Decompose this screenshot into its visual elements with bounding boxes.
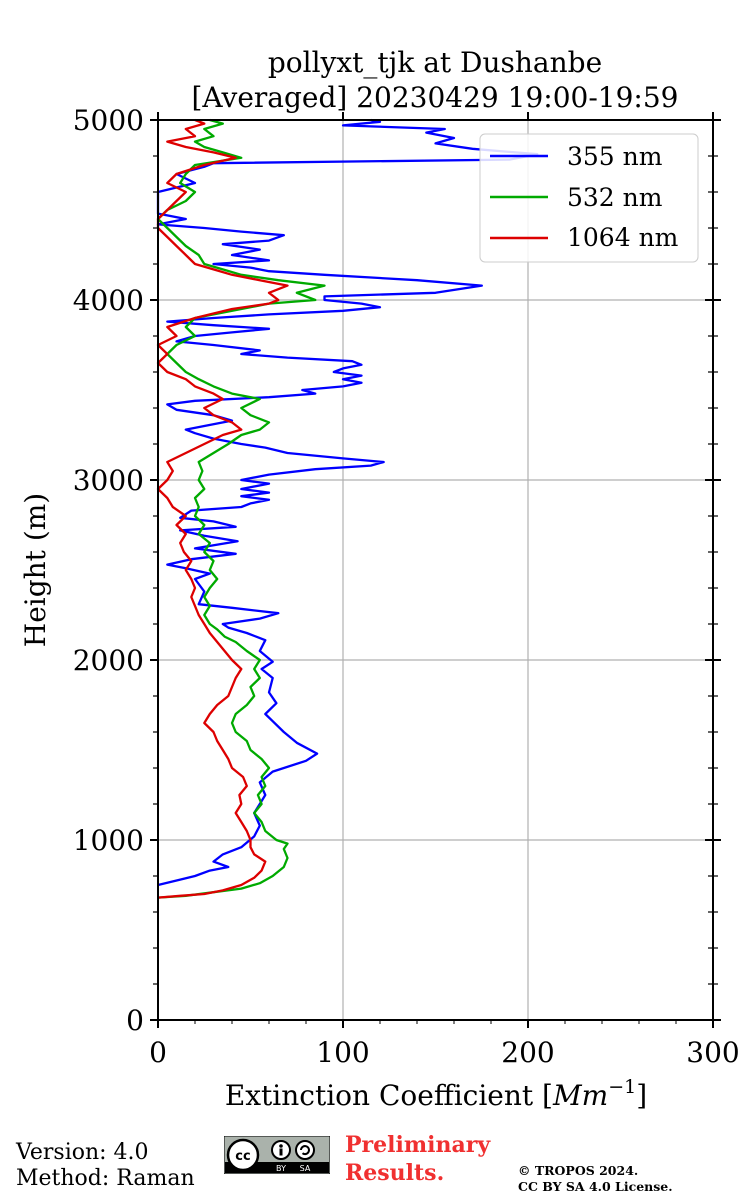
x-tick-label-300: 300	[686, 1036, 739, 1069]
cc-by-label: BY	[276, 1164, 286, 1173]
copyright-line1: © TROPOS 2024.	[518, 1163, 639, 1178]
preliminary-line2: Results.	[345, 1160, 445, 1186]
y-tick-label-2000: 2000	[73, 644, 144, 677]
chart-title-line2: [Averaged] 20230429 19:00-19:59	[192, 81, 679, 114]
preliminary-notice: Preliminary Results.	[345, 1131, 490, 1187]
chart-title-line1: pollyxt_tjk at Dushanbe	[268, 46, 602, 79]
x-axis-label-unit: Mm	[552, 1079, 608, 1112]
copyright-notice: © TROPOS 2024. CC BY SA 4.0 License.	[518, 1163, 673, 1195]
y-tick-label-1000: 1000	[73, 824, 144, 857]
sa-share-alike-icon	[295, 1140, 315, 1160]
legend-label-355: 355 nm	[567, 142, 663, 171]
x-axis-label-text: Extinction Coefficient [	[225, 1079, 553, 1112]
y-axis-label: Height (m)	[19, 493, 52, 647]
method-text: Method: Raman	[16, 1166, 195, 1191]
series-line-355-nm	[156, 118, 539, 887]
y-tick-label-3000: 3000	[73, 464, 144, 497]
copyright-line2: CC BY SA 4.0 License.	[518, 1179, 673, 1194]
legend: 355 nm 532 nm 1064 nm	[479, 133, 699, 263]
series-line-532-nm	[156, 118, 326, 899]
x-tick-label-100: 100	[316, 1036, 369, 1069]
x-tick-label-200: 200	[501, 1036, 554, 1069]
legend-label-532: 532 nm	[567, 183, 663, 212]
preliminary-line1: Preliminary	[345, 1132, 491, 1158]
cc-sa-label: SA	[300, 1164, 311, 1173]
version-info: Version: 4.0 Method: Raman	[16, 1140, 195, 1192]
legend-label-1064: 1064 nm	[567, 223, 679, 252]
x-axis-label-exponent: −1	[608, 1076, 636, 1098]
legend-box	[479, 133, 699, 263]
x-tick-label-0: 0	[149, 1036, 167, 1069]
x-axis-label: Extinction Coefficient [Mm−1]	[225, 1076, 647, 1112]
y-tick-label-0: 0	[126, 1004, 144, 1037]
cc-license-badge-icon: cc BY SA	[224, 1136, 330, 1174]
y-tick-label-4000: 4000	[73, 284, 144, 317]
x-axis-label-close: ]	[636, 1079, 647, 1112]
plot-frame	[157, 119, 714, 1021]
y-tick-label-5000: 5000	[73, 104, 144, 137]
version-text: Version: 4.0	[16, 1140, 149, 1165]
cc-badge-text: cc	[235, 1149, 250, 1164]
